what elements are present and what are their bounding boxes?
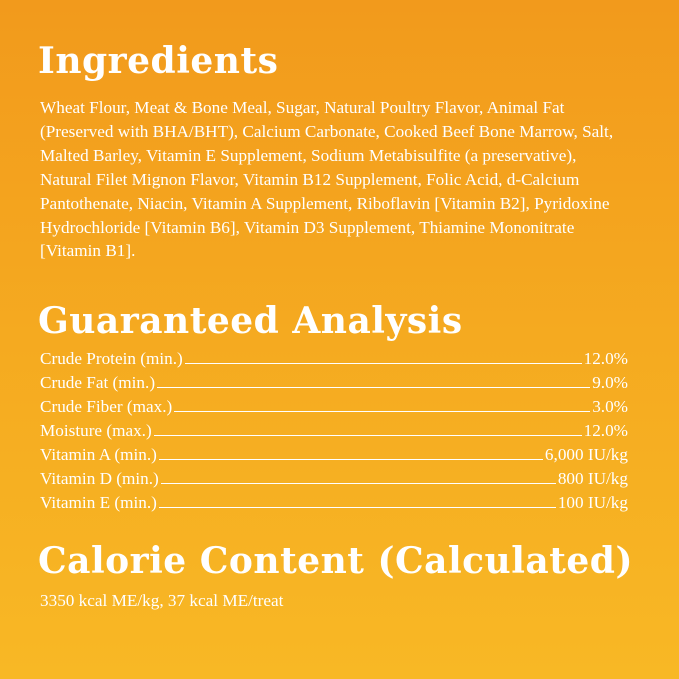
nutrient-label: Crude Fat (min.): [40, 373, 156, 392]
nutrient-label: Crude Fiber (max.): [40, 397, 173, 416]
nutrient-label: Moisture (max.): [40, 421, 152, 440]
analysis-row: Crude Fat (min.) 9.0%: [40, 369, 628, 393]
leader-line: [174, 411, 591, 412]
nutrient-label: Vitamin A (min.): [40, 445, 157, 464]
nutrient-value: 6,000 IU/kg: [544, 445, 628, 464]
section-title: Ingredients: [38, 40, 279, 82]
leader-line: [160, 483, 556, 484]
leader-line: [158, 507, 556, 508]
nutrient-value: 800 IU/kg: [557, 469, 628, 488]
nutrient-label: Crude Protein (min.): [40, 349, 183, 368]
analysis-row: Moisture (max.) 12.0%: [40, 417, 628, 441]
nutrient-label: Vitamin D (min.): [40, 469, 159, 488]
analysis-row: Vitamin D (min.) 800 IU/kg: [40, 465, 628, 489]
nutrient-value: 3.0%: [592, 397, 628, 416]
leader-line: [157, 387, 591, 388]
nutrient-label: Vitamin E (min.): [40, 493, 157, 512]
nutrient-value: 9.0%: [592, 373, 628, 392]
leader-line: [184, 363, 582, 364]
analysis-row: Crude Fiber (max.) 3.0%: [40, 393, 628, 417]
analysis-row: Vitamin A (min.) 6,000 IU/kg: [40, 441, 628, 465]
analysis-row: Crude Protein (min.) 12.0%: [40, 345, 628, 369]
ingredients-text: Wheat Flour, Meat & Bone Meal, Sugar, Na…: [40, 98, 614, 261]
section-title: Calorie Content (Calculated): [38, 540, 633, 582]
section-title: Guaranteed Analysis: [38, 300, 463, 342]
nutrient-value: 12.0%: [583, 421, 628, 440]
nutrient-value: 12.0%: [583, 349, 628, 368]
nutrient-value: 100 IU/kg: [557, 493, 628, 512]
leader-line: [158, 459, 543, 460]
leader-line: [153, 435, 582, 436]
calorie-text: 3350 kcal ME/kg, 37 kcal ME/treat: [40, 591, 284, 610]
analysis-row: Vitamin E (min.) 100 IU/kg: [40, 489, 628, 513]
analysis-table: Crude Protein (min.) 12.0% Crude Fat (min.…: [40, 345, 628, 513]
